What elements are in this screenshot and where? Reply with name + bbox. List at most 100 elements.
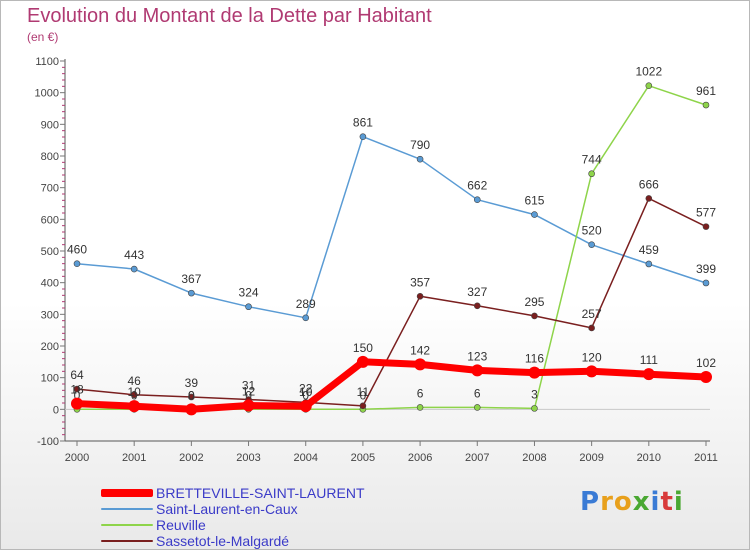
y-tick-label: 200 [41,341,59,353]
data-point [416,155,424,163]
data-point [588,170,595,178]
data-label: 367 [181,272,201,286]
y-tick-label: 400 [41,278,59,290]
legend-swatch [101,524,153,526]
data-point [416,404,424,411]
data-point [702,279,710,287]
chart-title: Evolution du Montant de la Dette par Hab… [27,5,432,27]
logo-letter: t [660,487,674,517]
data-point [359,133,367,140]
legend-swatch [101,489,153,497]
data-label: 123 [467,349,487,363]
data-label: 10 [299,385,313,399]
data-label: 64 [70,368,84,382]
y-tick-label: 900 [41,119,59,131]
y-tick-label: 300 [41,309,59,321]
chart-unit: (en €) [27,30,59,44]
x-tick-label: 2011 [694,452,718,464]
x-tick-label: 2000 [65,452,89,464]
data-point [73,385,81,393]
data-label: 662 [467,179,487,193]
series-line [76,135,707,319]
data-point [473,302,481,310]
data-label: 790 [410,138,430,152]
data-point [414,358,427,371]
series-line [73,358,710,413]
data-point [531,312,538,320]
data-label: 39 [185,376,199,390]
data-point [531,211,538,218]
data-point [73,260,81,267]
data-label: 46 [128,374,142,388]
data-point [588,241,595,248]
x-tick-label: 2007 [465,452,489,464]
data-label: 324 [239,286,259,300]
x-tick-label: 2006 [408,452,432,464]
data-label: 295 [524,295,544,309]
data-label: 6 [417,386,424,400]
data-point [471,364,484,377]
data-point [356,355,369,368]
data-point [185,403,198,416]
y-tick-label: 100 [41,373,59,385]
data-label: 22 [299,381,313,395]
data-point [588,324,595,332]
data-label: 18 [70,383,84,397]
data-label: 0 [245,388,252,402]
y-tick-label: 600 [41,214,59,226]
data-label: 12 [242,385,256,399]
data-label: 0 [302,388,309,402]
y-tick-label: 0 [53,404,59,416]
logo-letter: P [580,487,601,517]
proxiti-logo: Proxiti [580,487,684,517]
data-point [528,366,541,379]
y-tick-label: 1100 [35,56,59,68]
logo-letter: i [673,487,684,517]
data-point [645,195,653,202]
legend-label: Sassetot-le-Malgardé [156,533,290,549]
data-point [359,402,367,410]
data-label: 357 [410,275,430,289]
data-label: 11 [357,385,370,399]
data-point [645,260,653,268]
data-point [299,400,312,413]
data-label: 0 [74,388,81,402]
x-tick-label: 2003 [236,452,260,464]
x-tick-label: 2004 [293,452,317,464]
data-label: 102 [696,356,716,370]
data-point [700,371,712,384]
logo-letter: r [600,487,614,517]
data-point [245,303,252,311]
data-label: 289 [296,297,316,311]
data-point [585,365,598,378]
data-label: 459 [639,243,659,257]
data-label: 861 [353,116,373,130]
x-tick-label: 2002 [179,452,203,464]
data-label: 0 [360,388,367,402]
x-tick-label: 2010 [637,452,661,464]
series-line [76,197,707,407]
data-point [416,292,424,300]
data-point [188,393,195,401]
data-label: 120 [582,350,602,364]
data-point [531,405,538,412]
x-tick-label: 2001 [122,452,146,464]
logo-letter: o [613,487,633,517]
data-point [130,391,138,399]
data-label: 460 [67,243,87,257]
x-tick-label: 2008 [522,452,546,464]
y-tick-label: 1000 [35,88,59,100]
data-label: 10 [128,385,142,399]
data-label: 142 [410,343,430,357]
data-label: 443 [124,248,144,262]
data-label: 520 [582,224,602,238]
data-point [702,101,710,109]
data-point [642,368,655,381]
data-label: 615 [524,194,544,208]
legend-label: BRETTEVILLE-SAINT-LAURENT [156,485,365,501]
data-point [473,404,481,411]
data-label: 116 [525,352,544,366]
legend-label: Reuville [156,517,206,533]
y-tick-label: 700 [41,183,59,195]
